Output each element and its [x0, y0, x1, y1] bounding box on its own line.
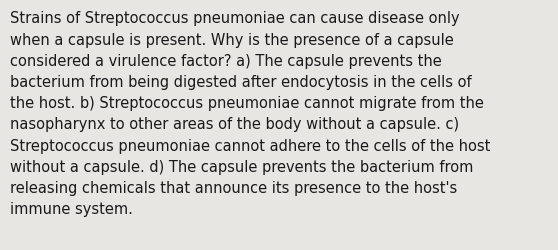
Text: Strains of Streptococcus pneumoniae can cause disease only
when a capsule is pre: Strains of Streptococcus pneumoniae can …	[10, 11, 490, 216]
